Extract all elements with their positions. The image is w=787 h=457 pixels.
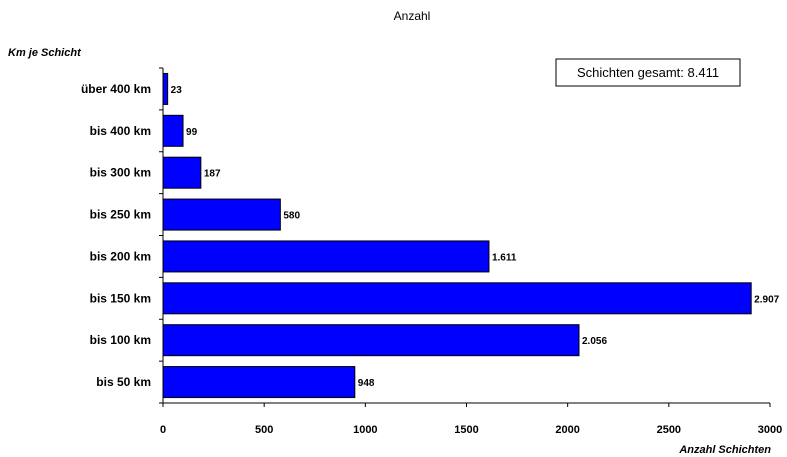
x-tick-label: 0	[160, 424, 166, 436]
y-axis-title: Km je Schicht	[8, 47, 82, 59]
bar	[162, 240, 490, 273]
category-label: bis 300 km	[90, 166, 151, 180]
data-label: 187	[204, 169, 221, 180]
chart-title: Anzahl	[394, 9, 431, 23]
bar	[162, 366, 356, 399]
x-tick-label: 2000	[555, 424, 579, 436]
plot-area: 0 500 1000 1500 2000 2500 3000 über 400 km 23 bis…	[81, 67, 782, 436]
bar	[162, 156, 202, 189]
data-label: 99	[186, 127, 198, 138]
data-label: 2.907	[754, 294, 779, 305]
total-annotation-frame	[555, 58, 741, 87]
category-label: bis 100 km	[90, 333, 151, 347]
category-label: bis 200 km	[90, 249, 151, 263]
data-label: 2.056	[582, 336, 607, 347]
bar	[162, 198, 281, 231]
bar	[162, 282, 752, 315]
x-tick-label: 1500	[454, 424, 478, 436]
data-label: 580	[283, 211, 300, 222]
x-tick-label: 500	[255, 424, 273, 436]
category-label: bis 250 km	[90, 208, 151, 222]
total-annotation-text: Schichten gesamt: 8.411	[577, 65, 719, 80]
data-label: 948	[358, 378, 375, 389]
x-tick-label: 1000	[353, 424, 377, 436]
category-label: bis 50 km	[96, 375, 151, 389]
category-label: bis 150 km	[90, 291, 151, 305]
bar	[162, 72, 169, 105]
total-annotation: Schichten gesamt: 8.411	[555, 58, 741, 87]
x-tick-label: 3000	[758, 424, 782, 436]
bar	[162, 324, 580, 357]
category-label: bis 400 km	[90, 124, 151, 138]
data-label: 23	[171, 85, 183, 96]
category-label: über 400 km	[81, 82, 151, 96]
x-tick-label: 2500	[657, 424, 681, 436]
data-label: 1.611	[492, 252, 517, 263]
bar	[162, 114, 184, 147]
x-axis-title: Anzahl Schichten	[678, 444, 771, 456]
